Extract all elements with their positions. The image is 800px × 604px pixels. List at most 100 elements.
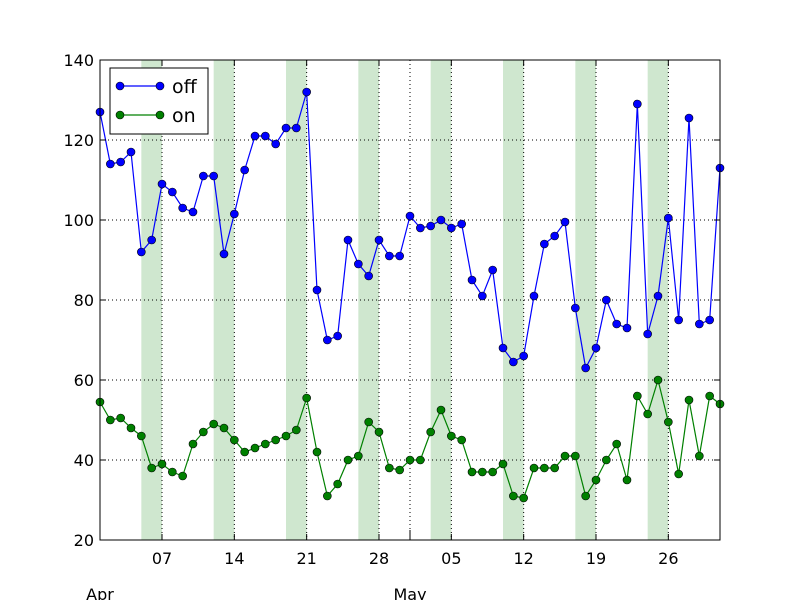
data-point-off <box>126 147 136 157</box>
legend: off on <box>109 67 209 135</box>
data-point-off <box>684 113 694 123</box>
data-point-on <box>209 419 218 429</box>
data-point-on <box>219 423 229 433</box>
data-point-on <box>457 435 466 445</box>
data-point-off <box>529 291 539 301</box>
data-point-on <box>302 393 311 403</box>
data-point-off <box>571 303 580 313</box>
data-point-on <box>354 451 363 461</box>
data-point-on <box>602 455 611 465</box>
data-point-on <box>199 427 208 437</box>
data-point-on <box>271 435 280 445</box>
data-point-off <box>312 285 322 295</box>
x-tick-label: 05 <box>441 549 461 568</box>
x-tick-label: 07 <box>152 549 172 568</box>
data-point-on <box>312 447 322 457</box>
data-point-on <box>116 413 125 423</box>
gridlines <box>100 60 720 540</box>
data-point-off <box>137 247 146 257</box>
data-point-off <box>498 343 508 353</box>
shaded-span <box>575 60 596 540</box>
data-point-on <box>560 451 570 461</box>
y-tick-label: 100 <box>63 211 94 230</box>
y-tick-label: 120 <box>63 131 94 150</box>
x-tick-label: 26 <box>658 549 678 568</box>
data-point-on <box>488 467 497 477</box>
data-point-on <box>137 431 146 441</box>
data-point-off <box>674 315 683 325</box>
data-point-off <box>560 217 570 227</box>
data-point-on <box>571 451 580 461</box>
data-point-off <box>157 179 167 189</box>
data-point-off <box>633 99 642 109</box>
data-point-off <box>106 159 115 169</box>
data-point-off <box>405 211 415 221</box>
data-point-off <box>364 271 373 281</box>
data-point-off <box>240 165 249 175</box>
data-point-off <box>643 329 652 339</box>
month-label: May <box>393 585 426 600</box>
legend-label-off: off <box>172 76 198 98</box>
data-point-off <box>333 331 342 341</box>
y-tick-label: 80 <box>74 291 94 310</box>
data-point-off <box>178 203 187 213</box>
data-point-on <box>385 463 394 473</box>
data-point-on <box>405 455 415 465</box>
data-point-off <box>395 251 404 261</box>
data-point-on <box>695 451 704 461</box>
data-point-off <box>354 259 363 269</box>
data-point-on <box>550 463 559 473</box>
data-point-off <box>653 291 663 301</box>
data-point-off <box>467 275 477 285</box>
data-point-on <box>426 427 435 437</box>
y-tick-label: 140 <box>63 51 94 70</box>
data-point-on <box>374 427 384 437</box>
data-point-off <box>147 235 156 245</box>
data-point-on <box>674 469 683 479</box>
legend-box <box>109 67 209 135</box>
data-point-off <box>199 171 208 181</box>
data-point-off <box>550 231 559 241</box>
data-point-on <box>250 443 260 453</box>
data-point-off <box>302 87 311 97</box>
data-point-off <box>281 123 291 133</box>
data-point-on <box>147 463 156 473</box>
data-point-on <box>292 425 301 435</box>
data-point-on <box>705 391 714 401</box>
data-point-off <box>695 319 704 329</box>
x-tick-label: 21 <box>296 549 316 568</box>
data-point-on <box>581 491 590 501</box>
data-point-off <box>416 223 425 233</box>
data-point-on <box>540 463 549 473</box>
shaded-span <box>141 60 162 540</box>
data-point-on <box>323 491 332 501</box>
shaded-span <box>503 60 524 540</box>
data-point-on <box>178 471 187 481</box>
data-point-off <box>540 239 549 249</box>
data-point-on <box>684 395 694 405</box>
data-point-on <box>106 415 115 425</box>
data-point-on <box>281 431 291 441</box>
data-point-off <box>622 323 632 333</box>
data-point-off <box>705 315 714 325</box>
legend-marker-on <box>155 110 165 120</box>
data-point-on <box>157 459 167 469</box>
y-tick-label: 40 <box>74 451 94 470</box>
data-point-off <box>261 131 270 141</box>
data-point-off <box>168 187 177 197</box>
data-point-on <box>416 455 425 465</box>
data-point-off <box>447 223 456 233</box>
legend-marker-on <box>115 110 125 120</box>
data-point-off <box>664 213 673 223</box>
data-point-off <box>209 171 218 181</box>
data-point-on <box>333 479 342 489</box>
data-point-off <box>250 131 260 141</box>
x-tick-label: 12 <box>513 549 533 568</box>
data-point-off <box>488 265 497 275</box>
data-point-off <box>519 351 528 361</box>
legend-marker-off <box>115 81 125 91</box>
data-point-on <box>622 475 632 485</box>
data-point-on <box>343 455 353 465</box>
x-tick-label: 28 <box>369 549 389 568</box>
